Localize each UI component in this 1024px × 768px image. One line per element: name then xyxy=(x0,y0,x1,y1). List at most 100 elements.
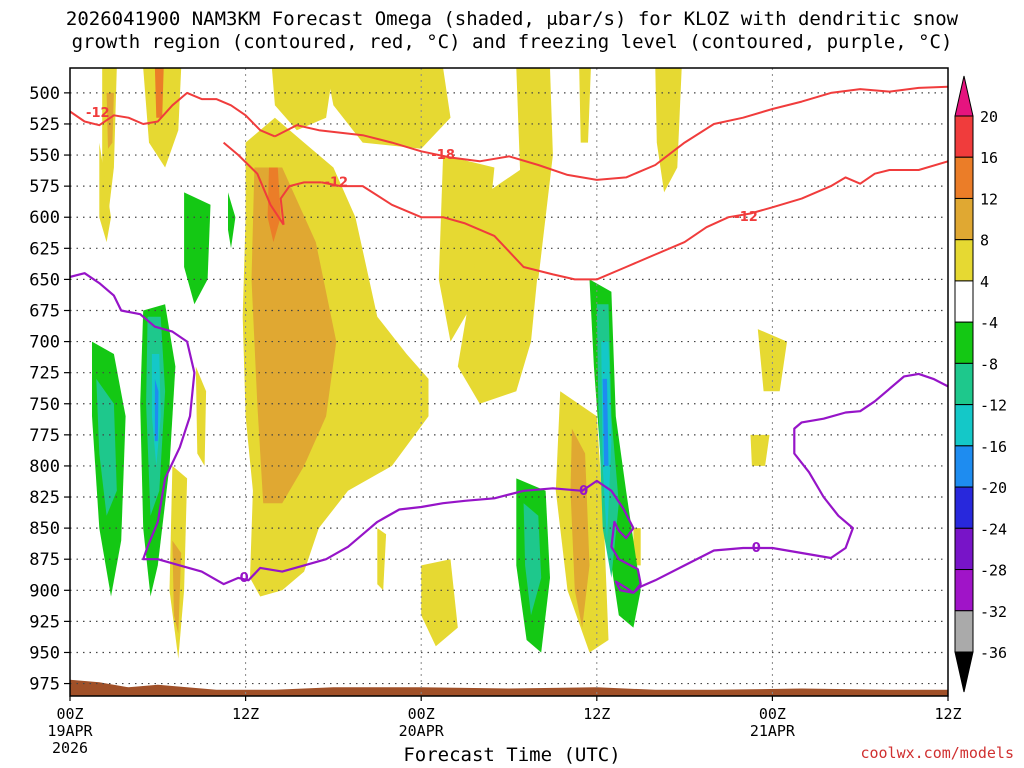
freezing-label-0-0: 0 xyxy=(240,571,249,586)
x-tick-sublabel2-0: 2026 xyxy=(52,739,88,757)
chart-title-line1: 2026041900 NAM3KM Forecast Omega (shaded… xyxy=(65,8,959,30)
omega-shading xyxy=(92,68,787,659)
colorbar-label-9: -20 xyxy=(980,479,1007,497)
colorbar-bin-1 xyxy=(954,156,974,199)
x-tick-label-0: 00Z xyxy=(56,705,83,723)
dgz-label-4: -12 xyxy=(734,210,758,225)
colorbar-label-11: -28 xyxy=(980,562,1007,580)
colorbar-bin-10 xyxy=(954,527,974,571)
x-tick-sublabel-0: 19APR xyxy=(47,722,93,740)
y-tick-label-875: 875 xyxy=(29,550,60,570)
credit-text: coolwx.com/models xyxy=(860,744,1014,762)
omega-region-22 xyxy=(757,329,787,392)
colorbar-bin-11 xyxy=(954,569,974,612)
terrain xyxy=(70,679,948,696)
colorbar-bin-6 xyxy=(954,362,974,406)
y-tick-label-675: 675 xyxy=(29,301,60,321)
colorbar-bin-3 xyxy=(954,239,974,282)
x-axis-title: Forecast Time (UTC) xyxy=(403,744,621,766)
omega-region-5 xyxy=(251,167,337,504)
y-tick-label-650: 650 xyxy=(29,270,60,290)
y-tick-label-700: 700 xyxy=(29,333,60,353)
colorbar-label-12: -32 xyxy=(980,603,1007,621)
y-tick-label-500: 500 xyxy=(29,84,60,104)
omega-region-11 xyxy=(516,68,553,280)
y-tick-label-975: 975 xyxy=(29,675,60,695)
chart-title-line2: growth region (contoured, red, °C) and f… xyxy=(71,31,953,53)
colorbar-bin-7 xyxy=(954,404,974,447)
omega-region-31 xyxy=(184,192,211,305)
omega-region-15 xyxy=(570,428,590,628)
colorbar-bin-12 xyxy=(954,610,974,653)
dgz-contour-2 xyxy=(279,181,322,225)
colorbar-bin-4 xyxy=(954,280,974,323)
omega-region-32 xyxy=(228,192,236,249)
colorbar-label-5: -4 xyxy=(980,314,998,332)
omega-region-7 xyxy=(271,68,334,131)
y-tick-label-950: 950 xyxy=(29,643,60,663)
x-tick-label-24: 00Z xyxy=(408,705,435,723)
colorbar-bin-0 xyxy=(954,115,974,158)
omega-region-30 xyxy=(154,378,159,442)
y-tick-label-850: 850 xyxy=(29,519,60,539)
colorbar-label-7: -12 xyxy=(980,397,1007,415)
colorbar-label-2: 12 xyxy=(980,190,998,208)
omega-region-8 xyxy=(326,68,451,149)
x-tick-sublabel-48: 21APR xyxy=(750,722,796,740)
colorbar-label-6: -8 xyxy=(980,355,998,373)
y-tick-label-800: 800 xyxy=(29,457,60,477)
grid xyxy=(70,68,948,696)
colorbar-label-4: 4 xyxy=(980,273,989,291)
omega-region-20 xyxy=(377,528,387,591)
dgz-contour-4 xyxy=(321,160,948,281)
colorbar: 20 16 12 8 4 -4 -8 -12 -16 -20 -24 -28 -32 -36 xyxy=(954,75,1007,693)
y-tick-label-550: 550 xyxy=(29,146,60,166)
y-tick-label-750: 750 xyxy=(29,395,60,415)
y-tick-label-900: 900 xyxy=(29,581,60,601)
omega-region-26 xyxy=(96,378,117,516)
colorbar-bin-9 xyxy=(954,486,974,529)
colorbar-label-10: -24 xyxy=(980,520,1007,538)
axes: 500 525 550 575 600 625 650 675 700 725 750 775 800 8… xyxy=(29,84,961,757)
omega-region-38 xyxy=(602,378,609,466)
omega-region-23 xyxy=(750,434,770,466)
omega-region-10 xyxy=(457,167,539,404)
plot-frame xyxy=(69,67,949,697)
colorbar-bin-5 xyxy=(954,321,974,364)
omega-region-13 xyxy=(655,68,682,193)
dgz-label-1: -18 xyxy=(431,148,455,163)
colorbar-top-arrow xyxy=(954,75,974,117)
colorbar-label-3: 8 xyxy=(980,232,989,250)
terrain-fill xyxy=(70,679,948,696)
freezing-contour-0 xyxy=(70,272,948,594)
colorbar-label-8: -16 xyxy=(980,438,1007,456)
y-tick-label-625: 625 xyxy=(29,239,60,259)
y-tick-label-775: 775 xyxy=(29,426,60,446)
x-tick-label-60: 12Z xyxy=(934,705,961,723)
freezing-label-0-2: 0 xyxy=(752,541,761,556)
y-tick-label-575: 575 xyxy=(29,177,60,197)
freezing-label-0-1: 0 xyxy=(579,484,588,499)
dgz-label-0: -12 xyxy=(86,106,110,121)
colorbar-bottom-arrow xyxy=(954,651,974,693)
dgz-contour-0 xyxy=(70,91,276,138)
y-tick-label-525: 525 xyxy=(29,115,60,135)
omega-region-3 xyxy=(154,68,164,118)
dgz-contour-3 xyxy=(222,141,285,226)
y-tick-label-825: 825 xyxy=(29,488,60,508)
omega-region-12 xyxy=(579,68,591,143)
omega-region-6 xyxy=(267,167,281,243)
colorbar-bin-8 xyxy=(954,445,974,488)
x-tick-label-36: 12Z xyxy=(583,705,610,723)
y-tick-label-600: 600 xyxy=(29,208,60,228)
x-tick-sublabel-24: 20APR xyxy=(399,722,445,740)
x-tick-label-48: 00Z xyxy=(759,705,786,723)
dgz-contour-1 xyxy=(274,85,948,181)
colorbar-label-1: 16 xyxy=(980,149,998,167)
colorbar-label-0: 20 xyxy=(980,108,998,126)
y-tick-label-925: 925 xyxy=(29,612,60,632)
x-tick-label-12: 12Z xyxy=(232,705,259,723)
colorbar-bin-2 xyxy=(954,197,974,241)
